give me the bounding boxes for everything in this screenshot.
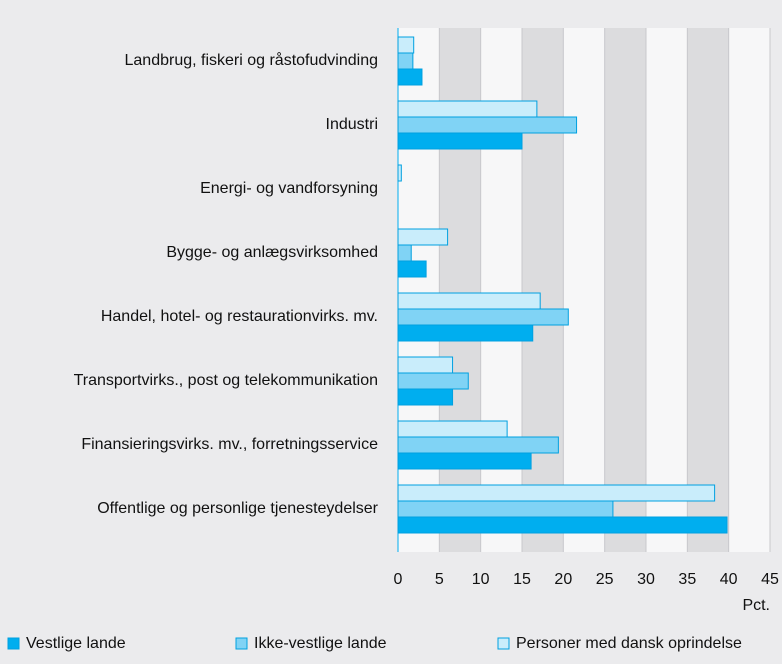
bar xyxy=(397,244,412,262)
legend-label: Ikke-vestlige lande xyxy=(254,635,387,652)
y-tick-label: Finansieringsvirks. mv., forretningsserv… xyxy=(81,436,378,453)
y-tick-label: Offentlige og personlige tjenesteydelser xyxy=(97,500,378,517)
y-tick-label: Handel, hotel- og restaurationvirks. mv. xyxy=(101,308,378,325)
bar xyxy=(397,324,534,342)
bar xyxy=(397,52,414,70)
x-axis-label: Pct. xyxy=(742,597,770,614)
bar xyxy=(397,116,578,134)
plot-band xyxy=(646,28,688,552)
bar xyxy=(397,356,454,374)
bar xyxy=(397,372,469,390)
legend-swatch xyxy=(235,637,248,650)
x-tick-label: 45 xyxy=(761,571,779,588)
bar xyxy=(397,132,523,150)
x-tick-label: 10 xyxy=(472,571,490,588)
legend-swatch xyxy=(7,637,20,650)
x-tick-label: 20 xyxy=(554,571,572,588)
legend-label: Vestlige lande xyxy=(26,635,126,652)
y-tick-label: Industri xyxy=(326,116,378,133)
plot-band xyxy=(563,28,605,552)
y-tick-label: Transportvirks., post og telekommunikati… xyxy=(74,372,378,389)
bar xyxy=(397,516,728,534)
legend-label: Personer med dansk oprindelse xyxy=(516,635,742,652)
x-tick-label: 30 xyxy=(637,571,655,588)
bar xyxy=(397,36,415,54)
y-tick-label: Bygge- og anlægsvirksomhed xyxy=(166,244,378,261)
plot-band xyxy=(687,28,729,552)
bar xyxy=(397,388,454,406)
plot-band xyxy=(728,28,770,552)
bar xyxy=(397,100,538,118)
x-tick-label: 40 xyxy=(720,571,738,588)
bar xyxy=(397,68,423,86)
bar xyxy=(397,484,716,502)
x-tick-label: 25 xyxy=(596,571,614,588)
bar xyxy=(397,500,614,518)
bar xyxy=(397,308,569,326)
x-tick-label: 15 xyxy=(513,571,531,588)
bar xyxy=(397,292,541,310)
bar xyxy=(397,260,427,278)
x-tick-label: 35 xyxy=(678,571,696,588)
bar xyxy=(397,436,559,454)
bar xyxy=(397,420,508,438)
bar xyxy=(397,228,449,246)
bar xyxy=(397,164,402,182)
y-tick-label: Energi- og vandforsyning xyxy=(200,180,378,197)
plot-band xyxy=(604,28,646,552)
x-tick-label: 0 xyxy=(394,571,403,588)
legend-swatch xyxy=(497,637,510,650)
y-tick-label: Landbrug, fiskeri og råstofudvinding xyxy=(125,51,379,69)
x-tick-label: 5 xyxy=(435,571,444,588)
bar xyxy=(397,452,532,470)
